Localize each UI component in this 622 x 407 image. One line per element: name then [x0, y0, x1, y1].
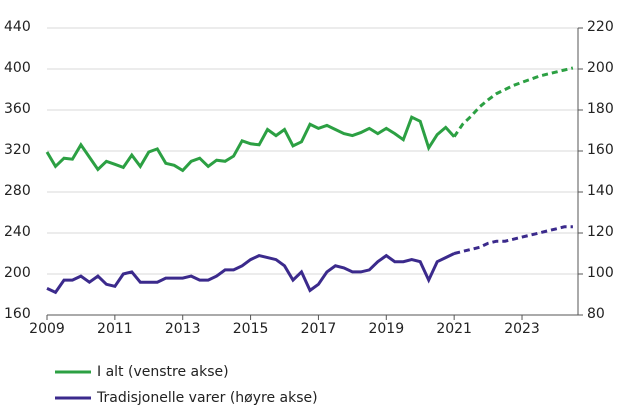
x-tick-label: 2011	[97, 321, 133, 337]
y2-tick-label: 200	[587, 60, 614, 76]
legend-label: I alt (venstre akse)	[97, 364, 229, 380]
legend-label: Tradisjonelle varer (høyre akse)	[96, 390, 318, 406]
y2-tick-label: 140	[587, 183, 614, 199]
y-tick-label: 240	[4, 224, 31, 240]
y2-tick-label: 220	[587, 19, 614, 35]
forecast-line	[453, 225, 573, 255]
x-tick-label: 2017	[301, 321, 337, 337]
y-tick-label: 320	[4, 142, 31, 158]
y-tick-label: 440	[4, 19, 31, 35]
forecast-line	[452, 66, 574, 138]
y-tick-label: 280	[4, 183, 31, 199]
x-tick-label: 2013	[165, 321, 201, 337]
y2-tick-label: 120	[587, 224, 614, 240]
x-tick-label: 2023	[504, 321, 540, 337]
y2-tick-label: 160	[587, 142, 614, 158]
x-tick-label: 2021	[436, 321, 472, 337]
y-tick-label: 360	[4, 101, 31, 117]
x-tick-label: 2015	[233, 321, 269, 337]
series-line	[46, 252, 455, 295]
y-tick-label: 400	[4, 60, 31, 76]
series-line	[45, 115, 456, 173]
y-tick-label: 200	[4, 265, 31, 281]
y2-tick-label: 100	[587, 265, 614, 281]
y-tick-label: 160	[4, 306, 31, 322]
x-tick-label: 2009	[29, 321, 65, 337]
y2-tick-label: 180	[587, 101, 614, 117]
x-tick-label: 2019	[368, 321, 404, 337]
y2-tick-label: 80	[587, 306, 605, 322]
